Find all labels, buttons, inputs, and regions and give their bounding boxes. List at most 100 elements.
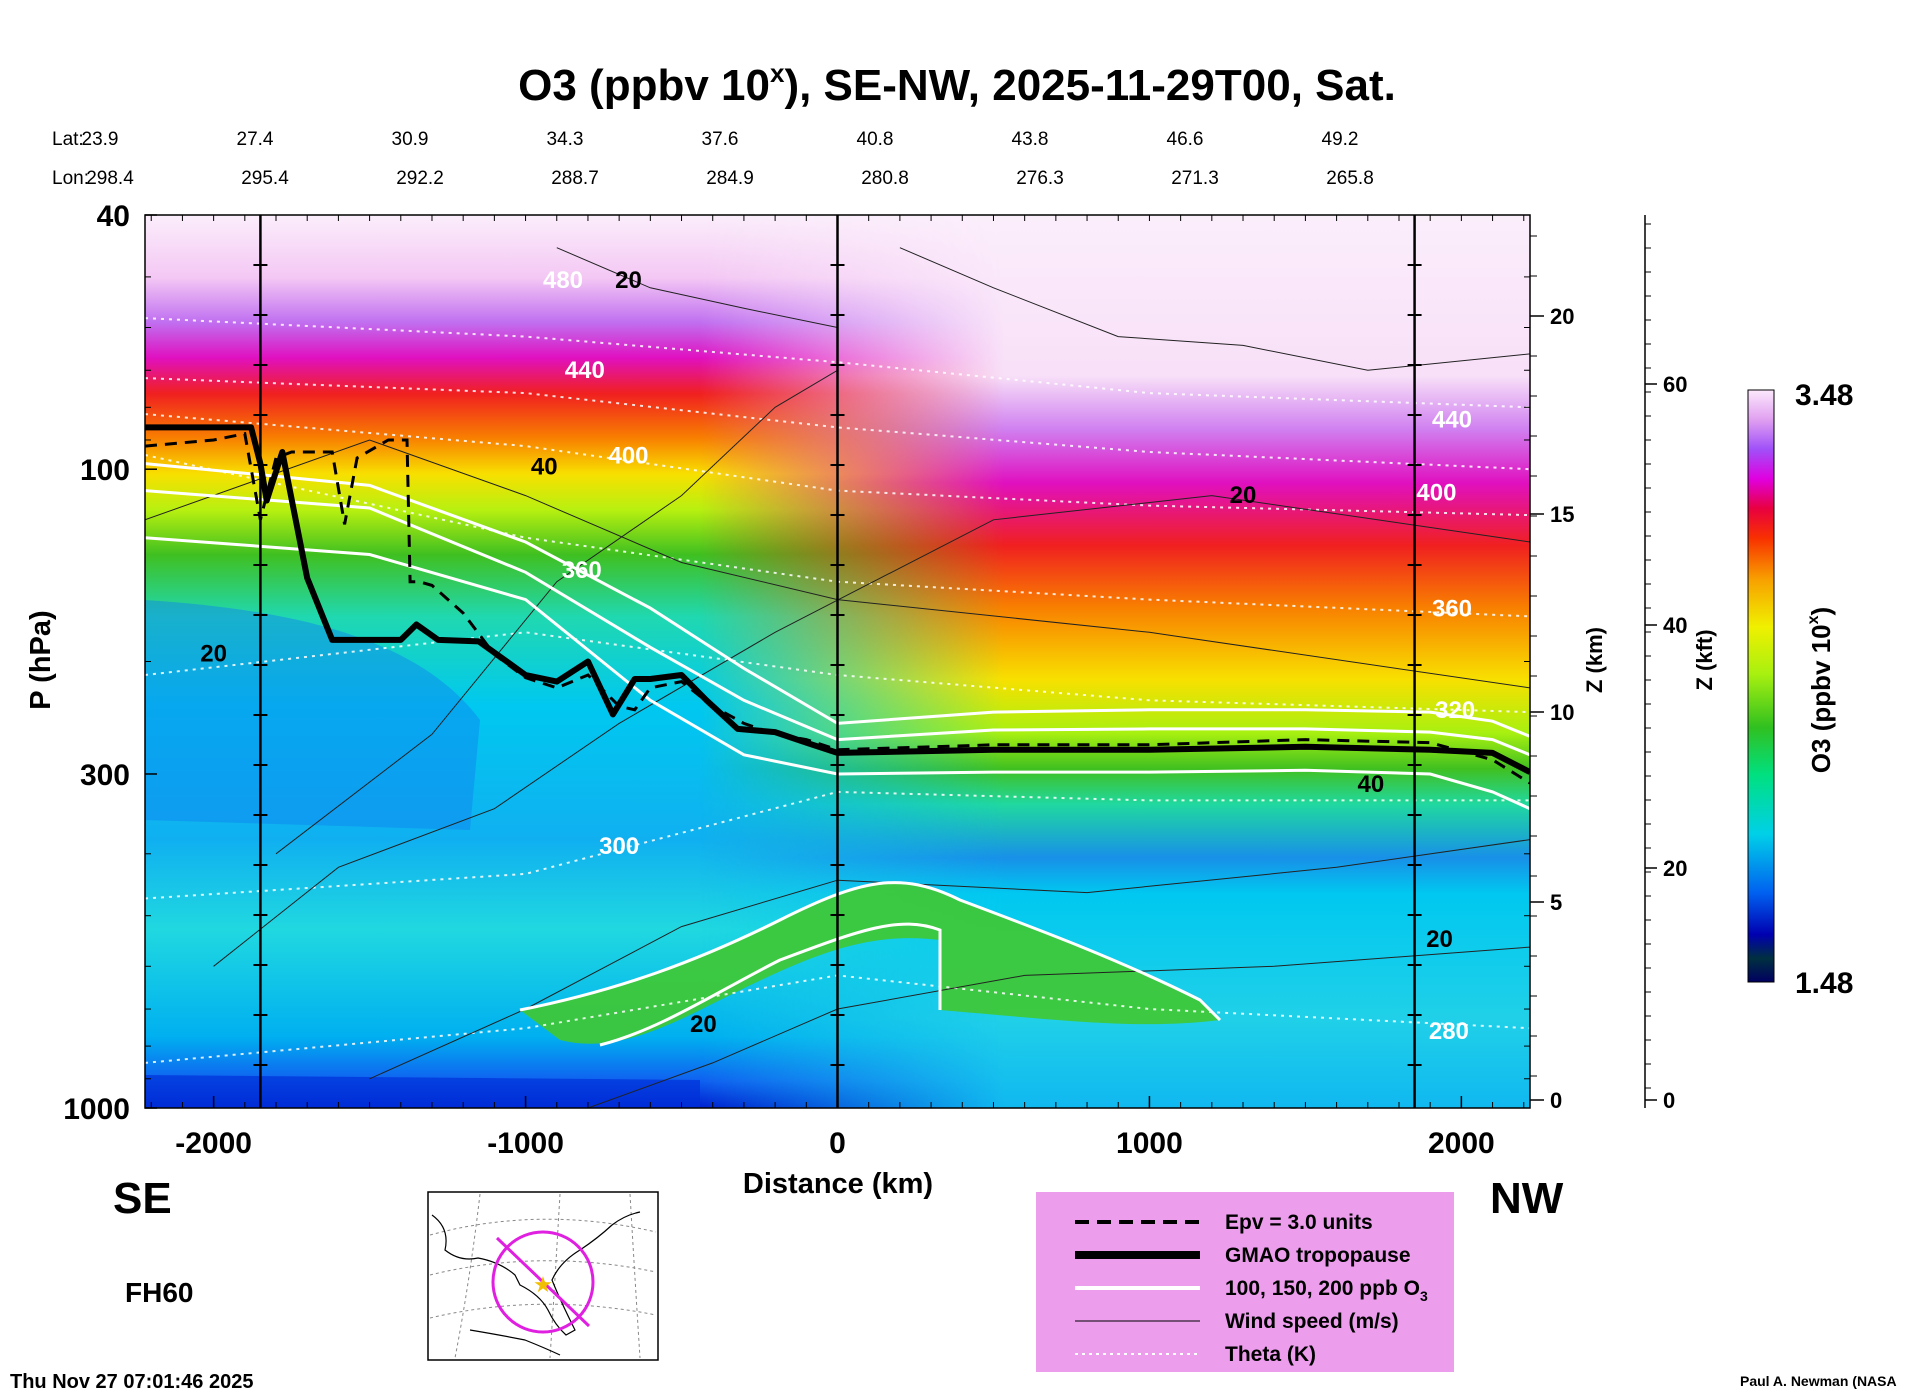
wind-contour-label: 20 (200, 641, 227, 668)
credit-label: Paul A. Newman (NASA (1740, 1373, 1897, 1389)
map-gridlines (429, 1193, 657, 1359)
zkft-tick-label: 0 (1663, 1088, 1675, 1113)
epv-path (145, 431, 1530, 785)
chart-title: O3 (ppbv 10x), SE-NW, 2025-11-29T00, Sat… (518, 58, 1396, 110)
zkft-tick-label: 40 (1663, 613, 1687, 638)
wind-speed-line (145, 439, 1530, 689)
legend: Epv = 3.0 units GMAO tropopause 100, 150, … (1036, 1192, 1454, 1372)
wind-contour-label: 40 (1358, 771, 1385, 798)
se-label: SE (113, 1174, 172, 1223)
x-tick-label: -1000 (487, 1127, 564, 1160)
y-tick-label: 1000 (63, 1093, 130, 1126)
x-axis: -2000 -1000 0 1000 2000 (150, 215, 1525, 1160)
lat-header-label: Lat: (52, 129, 84, 150)
lon-value: 265.8 (1326, 168, 1374, 189)
theta-contour-label: 300 (599, 833, 639, 860)
theta-contour-label: 400 (1416, 480, 1456, 507)
wind-speed-line (275, 369, 838, 855)
wind-speed-line (213, 495, 1530, 967)
lon-value: 280.8 (861, 168, 909, 189)
ozone-contour-line (145, 536, 1530, 811)
lon-value: 298.4 (86, 168, 134, 189)
z-kft-axis-label: Z (kft) (1692, 629, 1717, 690)
map-center-star-icon: ★ (533, 1272, 553, 1297)
timestamp-label: Thu Nov 27 07:01:46 2025 (10, 1371, 253, 1393)
legend-label: GMAO tropopause (1225, 1244, 1411, 1267)
lat-value: 30.9 (392, 129, 429, 150)
theta-contour-label: 480 (543, 267, 583, 294)
lon-value: 271.3 (1171, 168, 1219, 189)
zkm-tick-label: 0 (1550, 1088, 1562, 1113)
x-tick-label: 1000 (1116, 1127, 1183, 1160)
legend-label: 100, 150, 200 ppb O3 (1225, 1277, 1428, 1304)
map-section-line (495, 1236, 591, 1328)
contour-labels: 480 440 400 360 300 440 400 360 320 280 20 40 20 20 40… (200, 267, 1475, 1045)
wind-contour-label: 20 (1426, 926, 1453, 953)
theta-contour-label: 360 (1432, 595, 1472, 622)
zkm-tick-label: 15 (1550, 502, 1574, 527)
zkm-tick-label: 20 (1550, 304, 1574, 329)
zkft-tick-label: 20 (1663, 856, 1687, 881)
y-tick-label: 300 (80, 759, 130, 792)
theta-contour-label: 440 (1432, 406, 1472, 433)
colorbar-label: O3 (ppbv 10x) (1805, 607, 1836, 773)
ozone-contour-line (519, 881, 1222, 1022)
z-kft-axis: 0 20 40 60 (1644, 215, 1687, 1113)
colorbar-min-label: 1.48 (1795, 967, 1853, 1000)
legend-label: Theta (K) (1225, 1343, 1316, 1366)
lat-value: 37.6 (702, 129, 739, 150)
y-tick-label: 100 (80, 454, 130, 487)
lat-value: 46.6 (1167, 129, 1204, 150)
legend-label: Epv = 3.0 units (1225, 1211, 1373, 1234)
legend-items: Epv = 3.0 units GMAO tropopause 100, 150, … (1075, 1211, 1428, 1366)
lon-header-label: Lon: (52, 168, 89, 189)
wind-speed-line (587, 946, 1530, 1108)
z-km-axis-label: Z (km) (1582, 627, 1607, 693)
map-coastline (431, 1211, 641, 1356)
epv-line (145, 431, 1530, 785)
theta-contour-label: 440 (565, 357, 605, 384)
colorbar-ramp (1747, 389, 1775, 983)
lon-value: 288.7 (551, 168, 599, 189)
x-axis-label: Distance (km) (743, 1168, 933, 1200)
theta-contour-label: 360 (562, 557, 602, 584)
forecast-hour-label: FH60 (125, 1277, 193, 1308)
x-tick-label: 2000 (1428, 1127, 1495, 1160)
tropopause-path (145, 424, 1530, 775)
wind-speed-line (899, 247, 1530, 371)
legend-label: Wind speed (m/s) (1225, 1310, 1399, 1333)
y-tick-label: 40 (97, 200, 130, 233)
lon-value: 292.2 (396, 168, 444, 189)
wind-contour-label: 20 (615, 267, 642, 294)
plot-area: 480 440 400 360 300 440 400 360 320 280 20 40 20 20 40… (145, 215, 1530, 1108)
colorbar: 3.48 1.48 O3 (ppbv 10x) (1747, 379, 1853, 1000)
wind-contour-label: 20 (690, 1011, 717, 1038)
x-tick-label: 0 (829, 1127, 846, 1160)
upper-trop-blue-region (145, 600, 480, 830)
map-section-circle (491, 1230, 595, 1334)
wind-contour-label: 40 (531, 454, 558, 481)
lon-value: 276.3 (1016, 168, 1064, 189)
theta-contour-label: 400 (608, 443, 648, 470)
lat-value: 27.4 (237, 129, 274, 150)
lower-ozone-green-tongue (520, 882, 1220, 1044)
lat-value: 49.2 (1322, 129, 1359, 150)
locator-map: ★ (427, 1191, 659, 1361)
tropopause-line (145, 424, 1530, 775)
lat-value: 23.9 (82, 129, 119, 150)
x-tick-label: -2000 (175, 1127, 252, 1160)
lat-lon-header: 23.9 27.4 30.9 34.3 37.6 40.8 43.8 46.6 49.2 298.… (82, 129, 1374, 189)
lower-trop-dark-blue (145, 1075, 700, 1108)
ozone-contour-line (599, 922, 942, 1047)
lat-value: 34.3 (547, 129, 584, 150)
section-vertical-lines (253, 215, 1422, 1108)
ozone-contours (145, 462, 1530, 1047)
y-axis-label: P (hPa) (25, 610, 57, 709)
wind-speed-line (556, 247, 838, 328)
zkm-tick-label: 10 (1550, 700, 1574, 725)
ozone-contour-line (145, 489, 1530, 757)
zkm-tick-label: 5 (1550, 890, 1562, 915)
ozone-contour-line (145, 462, 1530, 738)
nw-label: NW (1490, 1174, 1564, 1223)
